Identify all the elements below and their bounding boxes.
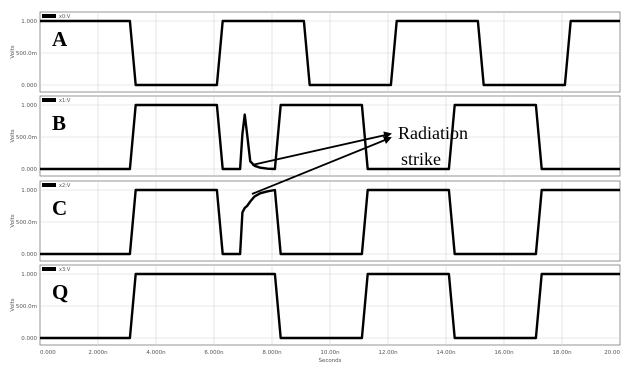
y-axis-label: Volts [10,214,16,227]
series-line-b [40,103,620,171]
series-line-q [40,272,620,340]
series-line-a [40,19,620,87]
x-tick-label: 16.00n [494,350,514,356]
y-tick-label: 1.000 [21,103,37,109]
series-line-c [40,188,620,256]
panel-c: 0.000 500.0m 1.000 x2:V Volts C [10,180,621,262]
y-tick-label: 0.000 [21,83,37,89]
y-tick-label: 1.000 [21,19,37,25]
x-tick-label: 14.00n [436,350,456,356]
panel-a: 0.000 500.0m 1.000 x0:V Volts A [10,11,621,93]
y-tick-label: 0.000 [21,336,37,342]
y-axis-label: Volts [10,129,16,142]
panel-q: 0.000 500.0m 1.000 x3:V Volts Q [10,264,621,346]
legend-swatch [42,14,56,18]
legend-label: x2:V [59,183,71,189]
annotation-arrow-to-b [251,131,392,166]
x-tick-label: 8.000n [262,350,282,356]
annotation-text-line-2: strike [401,149,441,169]
legend-swatch [42,183,56,187]
y-tick-label: 500.0m [16,51,37,57]
panels-group: 0.000 500.0m 1.000 x0:V Volts A 0.000 500.0m 1.0… [10,11,621,346]
annotation-text-line-1: Radiation [398,123,468,143]
y-axis-label: Volts [10,298,16,311]
x-tick-label: 0.000 [40,350,56,356]
panel-label-a: A [52,27,68,51]
legend-swatch [42,267,56,271]
annotation-layer: Radiation strike [251,123,468,195]
y-tick-label: 0.000 [21,252,37,258]
x-tick-label: 4.000n [146,350,166,356]
panel-label-q: Q [52,280,68,304]
x-tick-label: 20.00 [604,350,620,356]
panel-b: 0.000 500.0m 1.000 x1:V Volts B [10,95,621,177]
x-tick-label: 18.00n [552,350,572,356]
x-tick-label: 12.00n [378,350,398,356]
legend-label: x1:V [59,98,71,104]
legend-label: x3:V [59,267,71,273]
y-tick-label: 500.0m [16,220,37,226]
legend-swatch [42,98,56,102]
annotation-arrow-to-c [251,136,392,195]
x-tick-label: 6.000n [204,350,224,356]
y-axis-label: Volts [10,45,16,58]
x-axis: 0.000 2.000n 4.000n 6.000n 8.000n 10.00n 12.00… [40,350,620,364]
x-tick-label: 2.000n [88,350,108,356]
panel-label-b: B [52,111,66,135]
x-tick-label: 10.00n [320,350,340,356]
y-tick-label: 500.0m [16,135,37,141]
legend-label: x0:V [59,14,71,20]
y-tick-label: 1.000 [21,188,37,194]
x-axis-label: Seconds [318,358,341,364]
panel-label-c: C [52,196,67,220]
y-tick-label: 0.000 [21,167,37,173]
y-tick-label: 500.0m [16,304,37,310]
y-tick-label: 1.000 [21,272,37,278]
